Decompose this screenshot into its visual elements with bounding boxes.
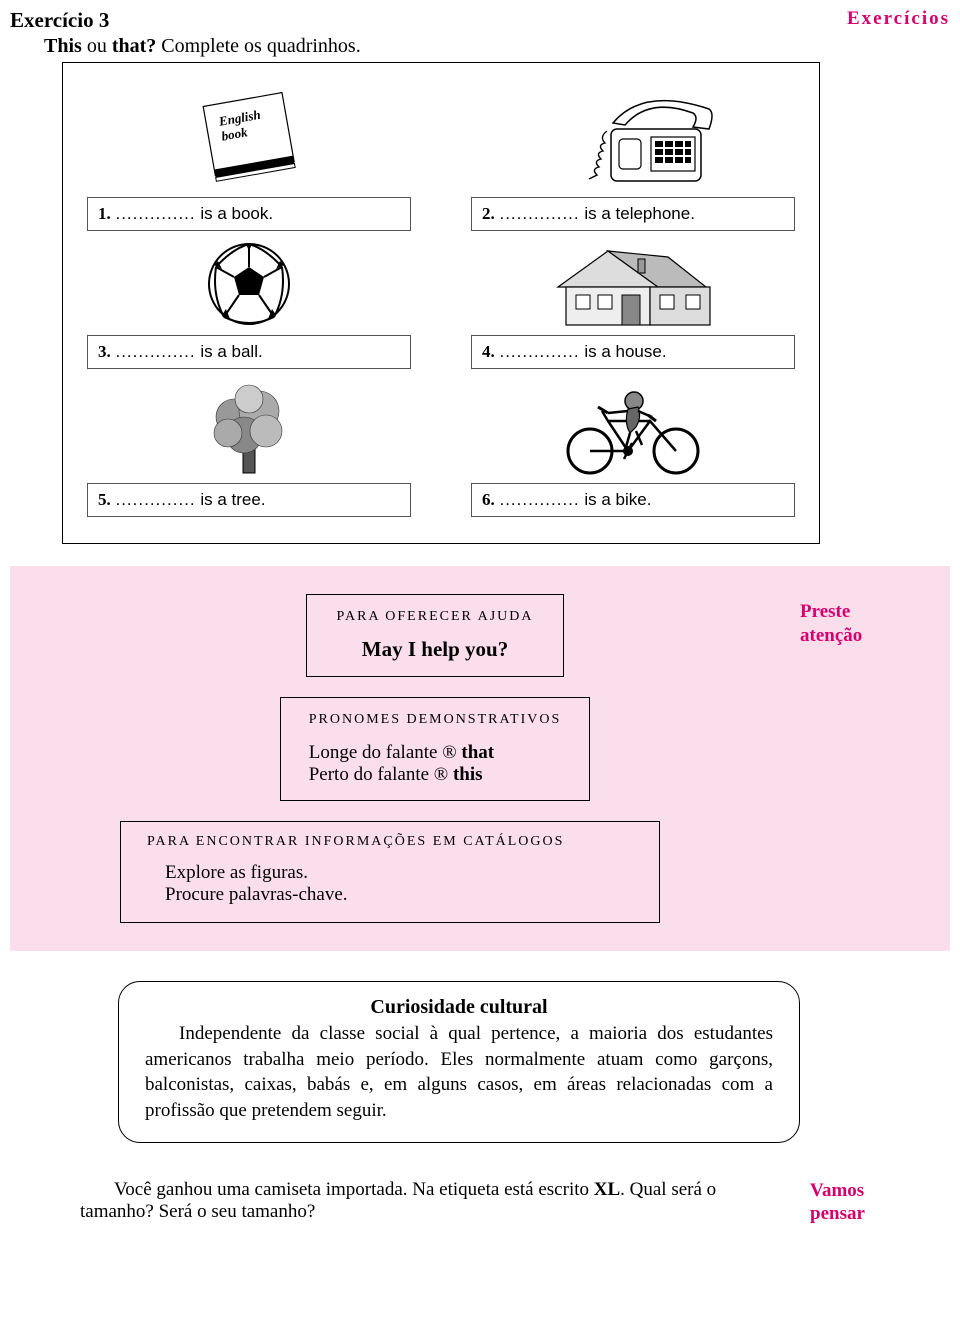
catalog-line-1: Explore as figuras.	[165, 862, 633, 884]
line-pre: Longe do falante	[309, 742, 442, 763]
tree-icon	[87, 377, 411, 477]
exercise-number-title: Exercício 3	[10, 8, 361, 33]
offer-help-box: PARA OFERECER AJUDA May I help you?	[306, 594, 565, 677]
instruction-mid: ou	[82, 35, 112, 57]
think-bold-xl: XL	[594, 1179, 620, 1200]
exercise-box: English book 1. .............. is a book…	[62, 62, 820, 544]
answer-box-4[interactable]: 4. .............. is a house.	[471, 335, 795, 369]
answer-num: 3.	[98, 342, 111, 361]
curiosity-body: Independente da classe social à qual per…	[145, 1021, 773, 1124]
answer-text: is a telephone.	[584, 204, 695, 223]
answer-box-1[interactable]: 1. .............. is a book.	[87, 197, 411, 231]
exercise-cell-4: 4. .............. is a house.	[471, 239, 795, 369]
catalog-info-box: PARA ENCONTRAR INFORMAÇÕES EM CATÁLOGOS …	[120, 821, 660, 923]
demonstrative-line-that: Longe do falante ® that	[309, 742, 562, 764]
exercise-cell-1: English book 1. .............. is a book…	[87, 81, 411, 231]
answer-blank: ..............	[115, 204, 195, 223]
arrow-icon: ®	[434, 764, 448, 785]
answer-box-3[interactable]: 3. .............. is a ball.	[87, 335, 411, 369]
answer-num: 6.	[482, 490, 495, 509]
exercise-instruction: This ou that? Complete os quadrinhos.	[44, 35, 361, 58]
page-header: Exercício 3 This ou that? Complete os qu…	[10, 8, 950, 58]
side-label-exercicios: Exercícios	[847, 8, 950, 30]
demonstrative-pronouns-box: PRONOMES DEMONSTRATIVOS Longe do falante…	[280, 697, 591, 801]
answer-num: 4.	[482, 342, 495, 361]
book-icon: English book	[87, 81, 411, 191]
offer-help-phrase: May I help you?	[337, 637, 534, 662]
answer-blank: ..............	[115, 342, 195, 361]
answer-text: is a ball.	[200, 342, 262, 361]
arrow-icon: ®	[442, 742, 456, 763]
exercise-row-3: 5. .............. is a tree.	[87, 377, 795, 517]
bike-icon	[471, 377, 795, 477]
answer-blank: ..............	[499, 490, 579, 509]
catalog-line-2: Procure palavras-chave.	[165, 884, 633, 906]
telephone-icon	[471, 81, 795, 191]
answer-num: 1.	[98, 204, 111, 223]
demonstrative-line-this: Perto do falante ® this	[309, 764, 562, 786]
answer-num: 5.	[98, 490, 111, 509]
offer-help-caption: PARA OFERECER AJUDA	[337, 609, 534, 625]
answer-text: is a tree.	[200, 490, 265, 509]
answer-text: is a house.	[584, 342, 666, 361]
answer-text: is a bike.	[584, 490, 651, 509]
side-line-1: Vamos	[810, 1179, 930, 1203]
think-pre: Você ganhou uma camiseta importada. Na e…	[114, 1179, 594, 1200]
instruction-word-that: that?	[112, 35, 156, 57]
attention-section: PARA OFERECER AJUDA May I help you? PRON…	[10, 566, 950, 951]
exercise-row-2: 3. .............. is a ball.	[87, 239, 795, 369]
header-left: Exercício 3 This ou that? Complete os qu…	[10, 8, 361, 58]
word-that: that	[461, 742, 494, 763]
think-section: Você ganhou uma camiseta importada. Na e…	[10, 1179, 950, 1227]
catalog-caption: PARA ENCONTRAR INFORMAÇÕES EM CATÁLOGOS	[147, 834, 633, 850]
exercise-cell-3: 3. .............. is a ball.	[87, 239, 411, 369]
attention-main: PARA OFERECER AJUDA May I help you? PRON…	[10, 594, 800, 923]
side-label-preste-atencao: Preste atenção	[800, 594, 950, 648]
side-line-1: Preste	[800, 600, 930, 624]
instruction-tail: Complete os quadrinhos.	[156, 35, 360, 57]
exercise-cell-2: 2. .............. is a telephone.	[471, 81, 795, 231]
house-icon	[471, 239, 795, 329]
answer-num: 2.	[482, 204, 495, 223]
side-line-2: pensar	[810, 1202, 930, 1226]
side-label-vamos-pensar: Vamos pensar	[810, 1179, 950, 1227]
answer-blank: ..............	[115, 490, 195, 509]
ball-icon	[87, 239, 411, 329]
answer-box-6[interactable]: 6. .............. is a bike.	[471, 483, 795, 517]
cultural-curiosity-box: Curiosidade cultural Independente da cla…	[118, 981, 800, 1143]
curiosity-title: Curiosidade cultural	[145, 996, 773, 1019]
side-line-2: atenção	[800, 624, 930, 648]
answer-box-2[interactable]: 2. .............. is a telephone.	[471, 197, 795, 231]
think-text: Você ganhou uma camiseta importada. Na e…	[10, 1179, 810, 1223]
answer-blank: ..............	[499, 204, 579, 223]
word-this: this	[453, 764, 483, 785]
answer-text: is a book.	[200, 204, 273, 223]
exercise-cell-5: 5. .............. is a tree.	[87, 377, 411, 517]
exercise-row-1: English book 1. .............. is a book…	[87, 81, 795, 231]
answer-blank: ..............	[499, 342, 579, 361]
demonstrative-caption: PRONOMES DEMONSTRATIVOS	[309, 712, 562, 728]
exercise-cell-6: 6. .............. is a bike.	[471, 377, 795, 517]
instruction-word-this: This	[44, 35, 82, 57]
answer-box-5[interactable]: 5. .............. is a tree.	[87, 483, 411, 517]
line-pre: Perto do falante	[309, 764, 434, 785]
think-paragraph: Você ganhou uma camiseta importada. Na e…	[80, 1179, 790, 1223]
